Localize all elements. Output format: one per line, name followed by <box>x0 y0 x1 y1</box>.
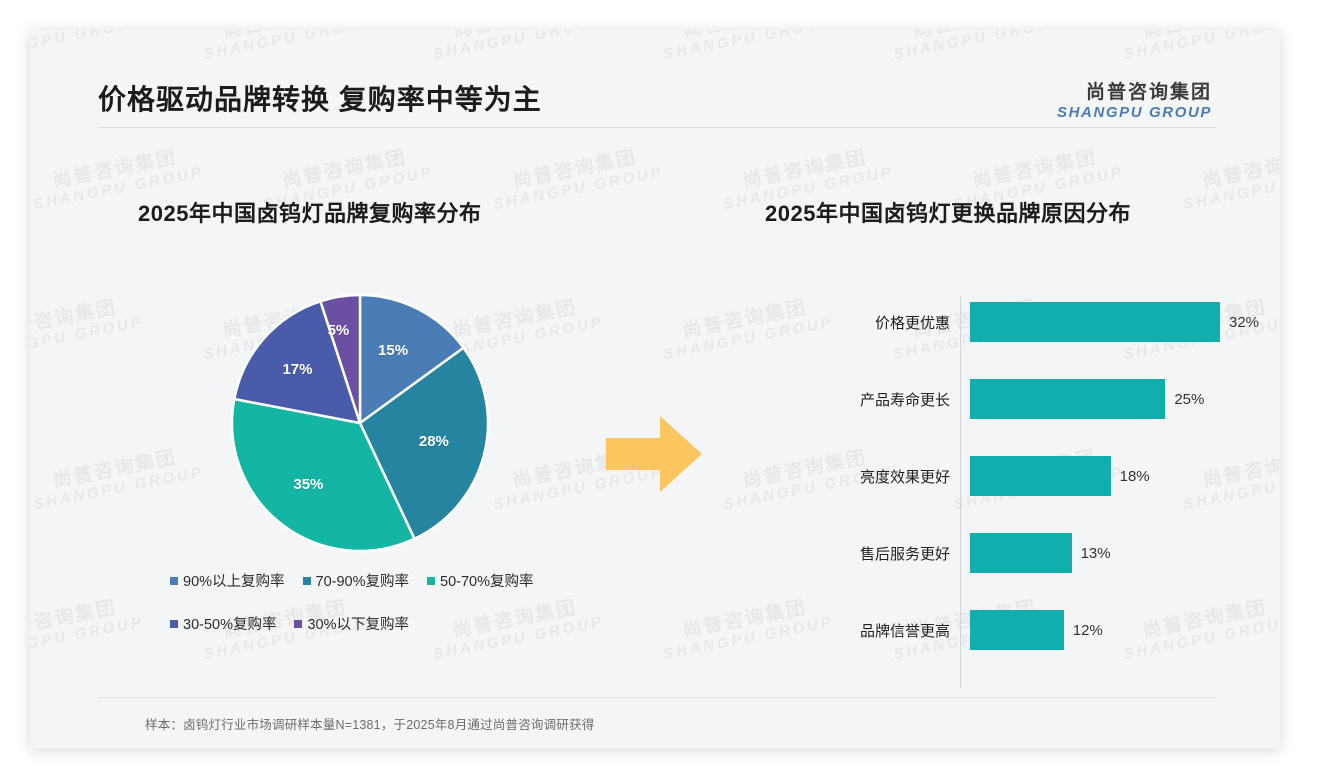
legend-swatch-icon <box>427 576 436 585</box>
bar-category-label: 亮度效果更好 <box>859 468 950 486</box>
bar-chart-axis <box>960 296 961 688</box>
brand-switch-bar-chart: 价格更优惠 32% 产品寿命更长 25% 亮度效果更好 18% 售后服务更好 13% 品牌信誉更… <box>765 288 1265 688</box>
pie-legend-row-2: 30-50%复购率 30%以下复购率 <box>170 613 600 634</box>
pie-legend-item[interactable]: 30%以下复购率 <box>294 613 409 634</box>
header-divider <box>98 127 1216 128</box>
bar-row[interactable]: 产品寿命更长 25% <box>765 379 1265 419</box>
sample-footnote: 样本：卤钨灯行业市场调研样本量N=1381，于2025年8月通过尚普咨询调研获得 <box>145 718 595 732</box>
legend-swatch-icon <box>170 619 178 628</box>
footnote-divider <box>98 697 1216 698</box>
bar-fill <box>970 456 1111 496</box>
pie-legend-item[interactable]: 70-90%复购率 <box>302 570 410 591</box>
pie-legend-label: 50-70%复购率 <box>440 574 534 590</box>
bar-row[interactable]: 亮度效果更好 18% <box>765 456 1265 496</box>
pie-slice-label: 28% <box>418 432 449 450</box>
repurchase-pie-chart: 15% 28% 35% 17% 5% <box>215 288 505 558</box>
pie-slice-label: 15% <box>378 342 409 360</box>
pie-legend-label: 30-50%复购率 <box>183 617 277 633</box>
arrow-right-icon <box>606 416 702 492</box>
bar-fill <box>970 610 1064 650</box>
pie-slice <box>358 346 490 541</box>
bar-row[interactable]: 售后服务更好 13% <box>765 533 1265 573</box>
legend-swatch-icon <box>302 576 311 585</box>
bar-value-label: 18% <box>1119 467 1150 485</box>
bar-value-label: 12% <box>1072 621 1103 639</box>
pie-slice <box>318 293 362 424</box>
pie-legend-item[interactable]: 30-50%复购率 <box>170 613 276 634</box>
pie-legend-label: 90%以上复购率 <box>183 574 285 590</box>
legend-swatch-icon <box>294 619 303 628</box>
pie-slice <box>232 299 362 425</box>
pie-slice <box>230 397 417 553</box>
bar-category-label: 品牌信誉更高 <box>859 622 950 640</box>
pie-legend-row-1: 90%以上复购率 70-90%复购率 50-70%复购率 <box>170 570 600 591</box>
logo-text-cn: 尚普咨询集团 <box>1085 82 1212 103</box>
pie-legend-item[interactable]: 50-70%复购率 <box>427 570 534 591</box>
pie-legend-label: 70-90%复购率 <box>315 574 410 590</box>
pie-slice-label: 17% <box>282 360 313 378</box>
logo-text-en: SHANGPU GROUP <box>1057 103 1212 121</box>
pie-legend: 90%以上复购率 70-90%复购率 50-70%复购率 30-50%复购率 30%以… <box>170 570 600 656</box>
brand-logo: 尚普咨询集团 SHANGPU GROUP <box>1057 82 1212 121</box>
right-chart-title: 2025年中国卤钨灯更换品牌原因分布 <box>765 201 1131 226</box>
slide-header: 价格驱动品牌转换 复购率中等为主 尚普咨询集团 SHANGPU GROUP <box>30 30 1280 128</box>
slide-footer: ©2025.10 SHANGPU GROUP www.shangpu-china… <box>30 742 1280 748</box>
bar-value-label: 25% <box>1174 390 1205 408</box>
bar-fill <box>970 533 1072 573</box>
left-chart-title: 2025年中国卤钨灯品牌复购率分布 <box>138 201 482 226</box>
bar-fill <box>970 379 1166 419</box>
bar-row[interactable]: 品牌信誉更高 12% <box>765 610 1265 650</box>
bar-category-label: 售后服务更好 <box>859 545 950 563</box>
bar-value-label: 32% <box>1229 313 1260 331</box>
flow-arrow-icon <box>598 408 710 500</box>
pie-slice-label: 35% <box>293 475 324 493</box>
bar-category-label: 产品寿命更长 <box>859 391 950 409</box>
pie-legend-label: 30%以下复购率 <box>307 617 410 633</box>
legend-swatch-icon <box>170 576 178 585</box>
bar-value-label: 13% <box>1080 544 1111 562</box>
page-title: 价格驱动品牌转换 复购率中等为主 <box>98 84 542 115</box>
bar-category-label: 价格更优惠 <box>874 314 950 332</box>
pie-legend-item[interactable]: 90%以上复购率 <box>170 570 285 591</box>
pie-slice <box>358 293 466 426</box>
pie-svg <box>230 293 490 553</box>
bar-row[interactable]: 价格更优惠 32% <box>765 302 1265 342</box>
bar-fill <box>970 302 1220 342</box>
pie-slice-label: 5% <box>327 321 350 339</box>
